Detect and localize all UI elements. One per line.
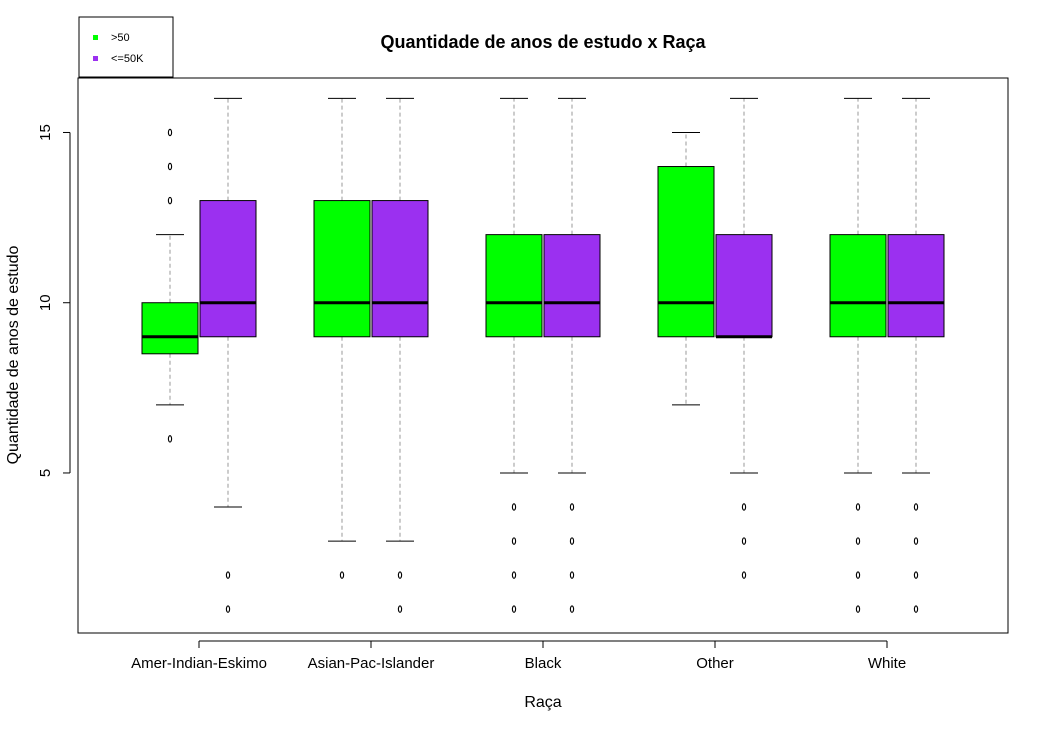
outlier-point bbox=[855, 571, 861, 579]
box-le50k-2 bbox=[543, 97, 601, 613]
box-le50k-4 bbox=[887, 97, 945, 613]
outlier-point bbox=[339, 571, 345, 579]
box-body bbox=[313, 200, 371, 338]
x-tick-label: Asian-Pac-Islander bbox=[308, 655, 435, 672]
x-tick-label: Other bbox=[696, 655, 734, 672]
y-tick-label: 10 bbox=[37, 294, 54, 311]
outlier-point bbox=[511, 571, 517, 579]
box-body bbox=[715, 234, 773, 338]
outlier-point bbox=[167, 162, 173, 171]
legend-swatch-gt50 bbox=[93, 35, 98, 40]
outlier-point bbox=[167, 196, 173, 205]
outlier-point bbox=[741, 571, 747, 579]
box-body bbox=[199, 200, 257, 338]
box-body bbox=[543, 234, 601, 338]
legend-box bbox=[78, 16, 174, 78]
x-tick-label: Amer-Indian-Eskimo bbox=[131, 655, 267, 672]
outlier-point bbox=[225, 605, 231, 613]
outlier-point bbox=[913, 605, 919, 613]
legend: >50 <=50K bbox=[78, 16, 174, 78]
outlier-point bbox=[569, 571, 575, 579]
outlier-point bbox=[511, 537, 517, 545]
outlier-point bbox=[855, 537, 861, 545]
box-le50k-0 bbox=[199, 97, 257, 613]
outlier-point bbox=[855, 503, 861, 511]
box-gt50-0 bbox=[141, 128, 199, 443]
chart-title: Quantidade de anos de estudo x Raça bbox=[380, 32, 706, 52]
legend-swatch-le50k bbox=[93, 56, 98, 61]
outlier-point bbox=[397, 571, 403, 579]
outlier-point bbox=[225, 571, 231, 579]
boxes-layer bbox=[141, 97, 945, 613]
outlier-point bbox=[913, 503, 919, 511]
box-body bbox=[829, 234, 887, 338]
box-body bbox=[141, 302, 199, 355]
box-body bbox=[485, 234, 543, 338]
y-tick-label: 5 bbox=[37, 469, 54, 477]
box-gt50-2 bbox=[485, 97, 543, 613]
axes-layer: 5 10 15 Amer-Indian-Eskimo Asian-Pac-Islande… bbox=[37, 124, 906, 672]
outlier-point bbox=[741, 503, 747, 511]
box-le50k-1 bbox=[371, 97, 429, 613]
outlier-point bbox=[511, 503, 517, 511]
plot-frame bbox=[77, 77, 1009, 634]
outlier-point bbox=[397, 605, 403, 613]
outlier-point bbox=[913, 571, 919, 579]
box-le50k-3 bbox=[715, 97, 773, 579]
outlier-point bbox=[569, 605, 575, 613]
outlier-point bbox=[511, 605, 517, 613]
outlier-point bbox=[741, 537, 747, 545]
box-body bbox=[371, 200, 429, 338]
x-axis-label: Raça bbox=[524, 694, 561, 711]
legend-label-le50k: <=50K bbox=[111, 53, 144, 65]
x-tick-label: Black bbox=[525, 655, 562, 672]
outlier-point bbox=[855, 605, 861, 613]
outlier-point bbox=[167, 128, 173, 137]
outlier-point bbox=[569, 503, 575, 511]
outlier-point bbox=[569, 537, 575, 545]
y-axis-label: Quantidade de anos de estudo bbox=[5, 245, 22, 464]
box-gt50-1 bbox=[313, 97, 371, 579]
legend-label-gt50: >50 bbox=[111, 32, 130, 44]
outlier-point bbox=[913, 537, 919, 545]
box-gt50-3 bbox=[657, 131, 715, 406]
outlier-point bbox=[167, 435, 173, 443]
x-tick-label: White bbox=[868, 655, 906, 672]
box-gt50-4 bbox=[829, 97, 887, 613]
box-body bbox=[657, 166, 715, 338]
y-tick-label: 15 bbox=[37, 124, 54, 141]
box-body bbox=[887, 234, 945, 338]
